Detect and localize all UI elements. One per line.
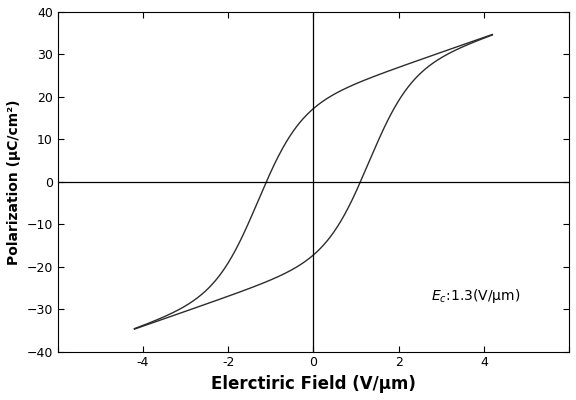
Y-axis label: Polarization (μC/cm²): Polarization (μC/cm²) xyxy=(7,99,21,264)
X-axis label: Elerctiric Field (V/μm): Elerctiric Field (V/μm) xyxy=(211,375,416,393)
Text: $E_c$:1.3(V/μm): $E_c$:1.3(V/μm) xyxy=(431,288,520,306)
